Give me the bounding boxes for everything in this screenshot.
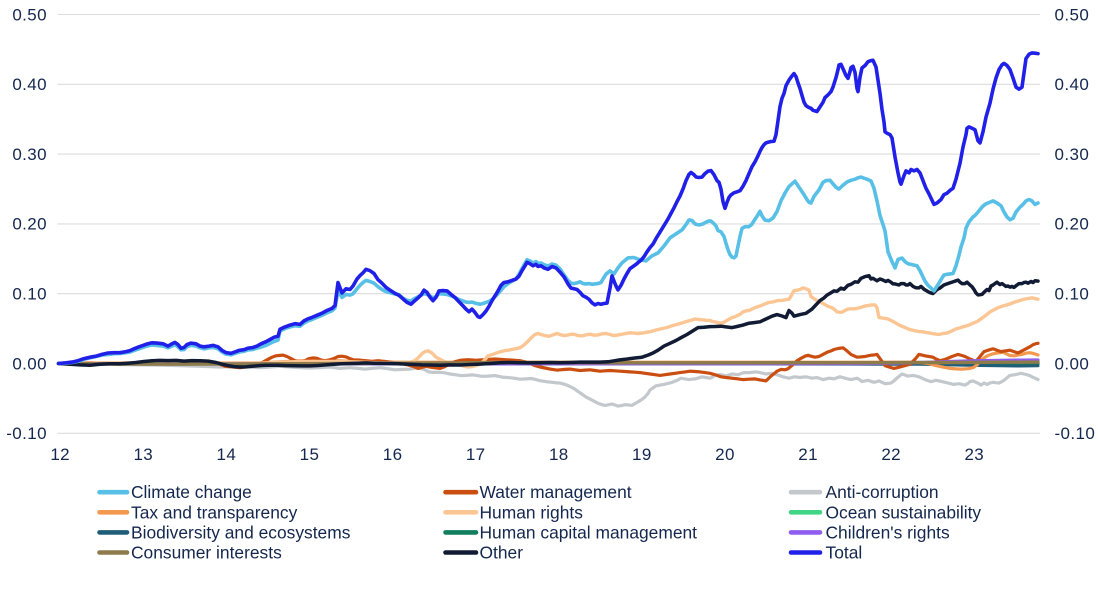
svg-text:-0.10: -0.10 bbox=[1055, 424, 1096, 443]
svg-text:20: 20 bbox=[715, 445, 735, 464]
svg-text:Consumer interests: Consumer interests bbox=[131, 543, 282, 563]
svg-text:16: 16 bbox=[383, 445, 403, 464]
svg-text:Biodiversity and ecosystems: Biodiversity and ecosystems bbox=[131, 522, 351, 542]
svg-text:Climate change: Climate change bbox=[131, 482, 252, 502]
svg-text:13: 13 bbox=[133, 445, 153, 464]
svg-text:0.40: 0.40 bbox=[1055, 75, 1090, 94]
svg-text:21: 21 bbox=[798, 445, 818, 464]
svg-text:Children's rights: Children's rights bbox=[826, 522, 950, 542]
svg-text:18: 18 bbox=[549, 445, 569, 464]
svg-text:23: 23 bbox=[964, 445, 984, 464]
svg-text:Other: Other bbox=[480, 543, 524, 563]
svg-text:15: 15 bbox=[300, 445, 320, 464]
svg-text:0.20: 0.20 bbox=[12, 215, 47, 234]
svg-text:Water management: Water management bbox=[480, 482, 632, 502]
svg-text:12: 12 bbox=[50, 445, 70, 464]
svg-text:0.50: 0.50 bbox=[1055, 5, 1090, 24]
svg-text:17: 17 bbox=[466, 445, 486, 464]
svg-text:14: 14 bbox=[217, 445, 237, 464]
svg-text:0.10: 0.10 bbox=[1055, 285, 1090, 304]
svg-text:0.40: 0.40 bbox=[12, 75, 47, 94]
svg-text:Ocean sustainability: Ocean sustainability bbox=[826, 502, 982, 522]
svg-text:-0.10: -0.10 bbox=[6, 424, 47, 443]
svg-text:Human capital management: Human capital management bbox=[480, 522, 698, 542]
svg-text:Anti-corruption: Anti-corruption bbox=[826, 482, 939, 502]
svg-text:0.50: 0.50 bbox=[12, 5, 47, 24]
svg-text:0.10: 0.10 bbox=[12, 285, 47, 304]
svg-text:0.00: 0.00 bbox=[1055, 354, 1090, 373]
svg-text:Human rights: Human rights bbox=[480, 502, 584, 522]
svg-text:0.00: 0.00 bbox=[12, 354, 47, 373]
svg-text:Tax and transparency: Tax and transparency bbox=[131, 502, 298, 522]
svg-text:19: 19 bbox=[632, 445, 652, 464]
svg-text:0.30: 0.30 bbox=[1055, 145, 1090, 164]
svg-text:22: 22 bbox=[881, 445, 901, 464]
svg-text:0.30: 0.30 bbox=[12, 145, 47, 164]
svg-text:Total: Total bbox=[826, 543, 863, 563]
svg-text:0.20: 0.20 bbox=[1055, 215, 1090, 234]
